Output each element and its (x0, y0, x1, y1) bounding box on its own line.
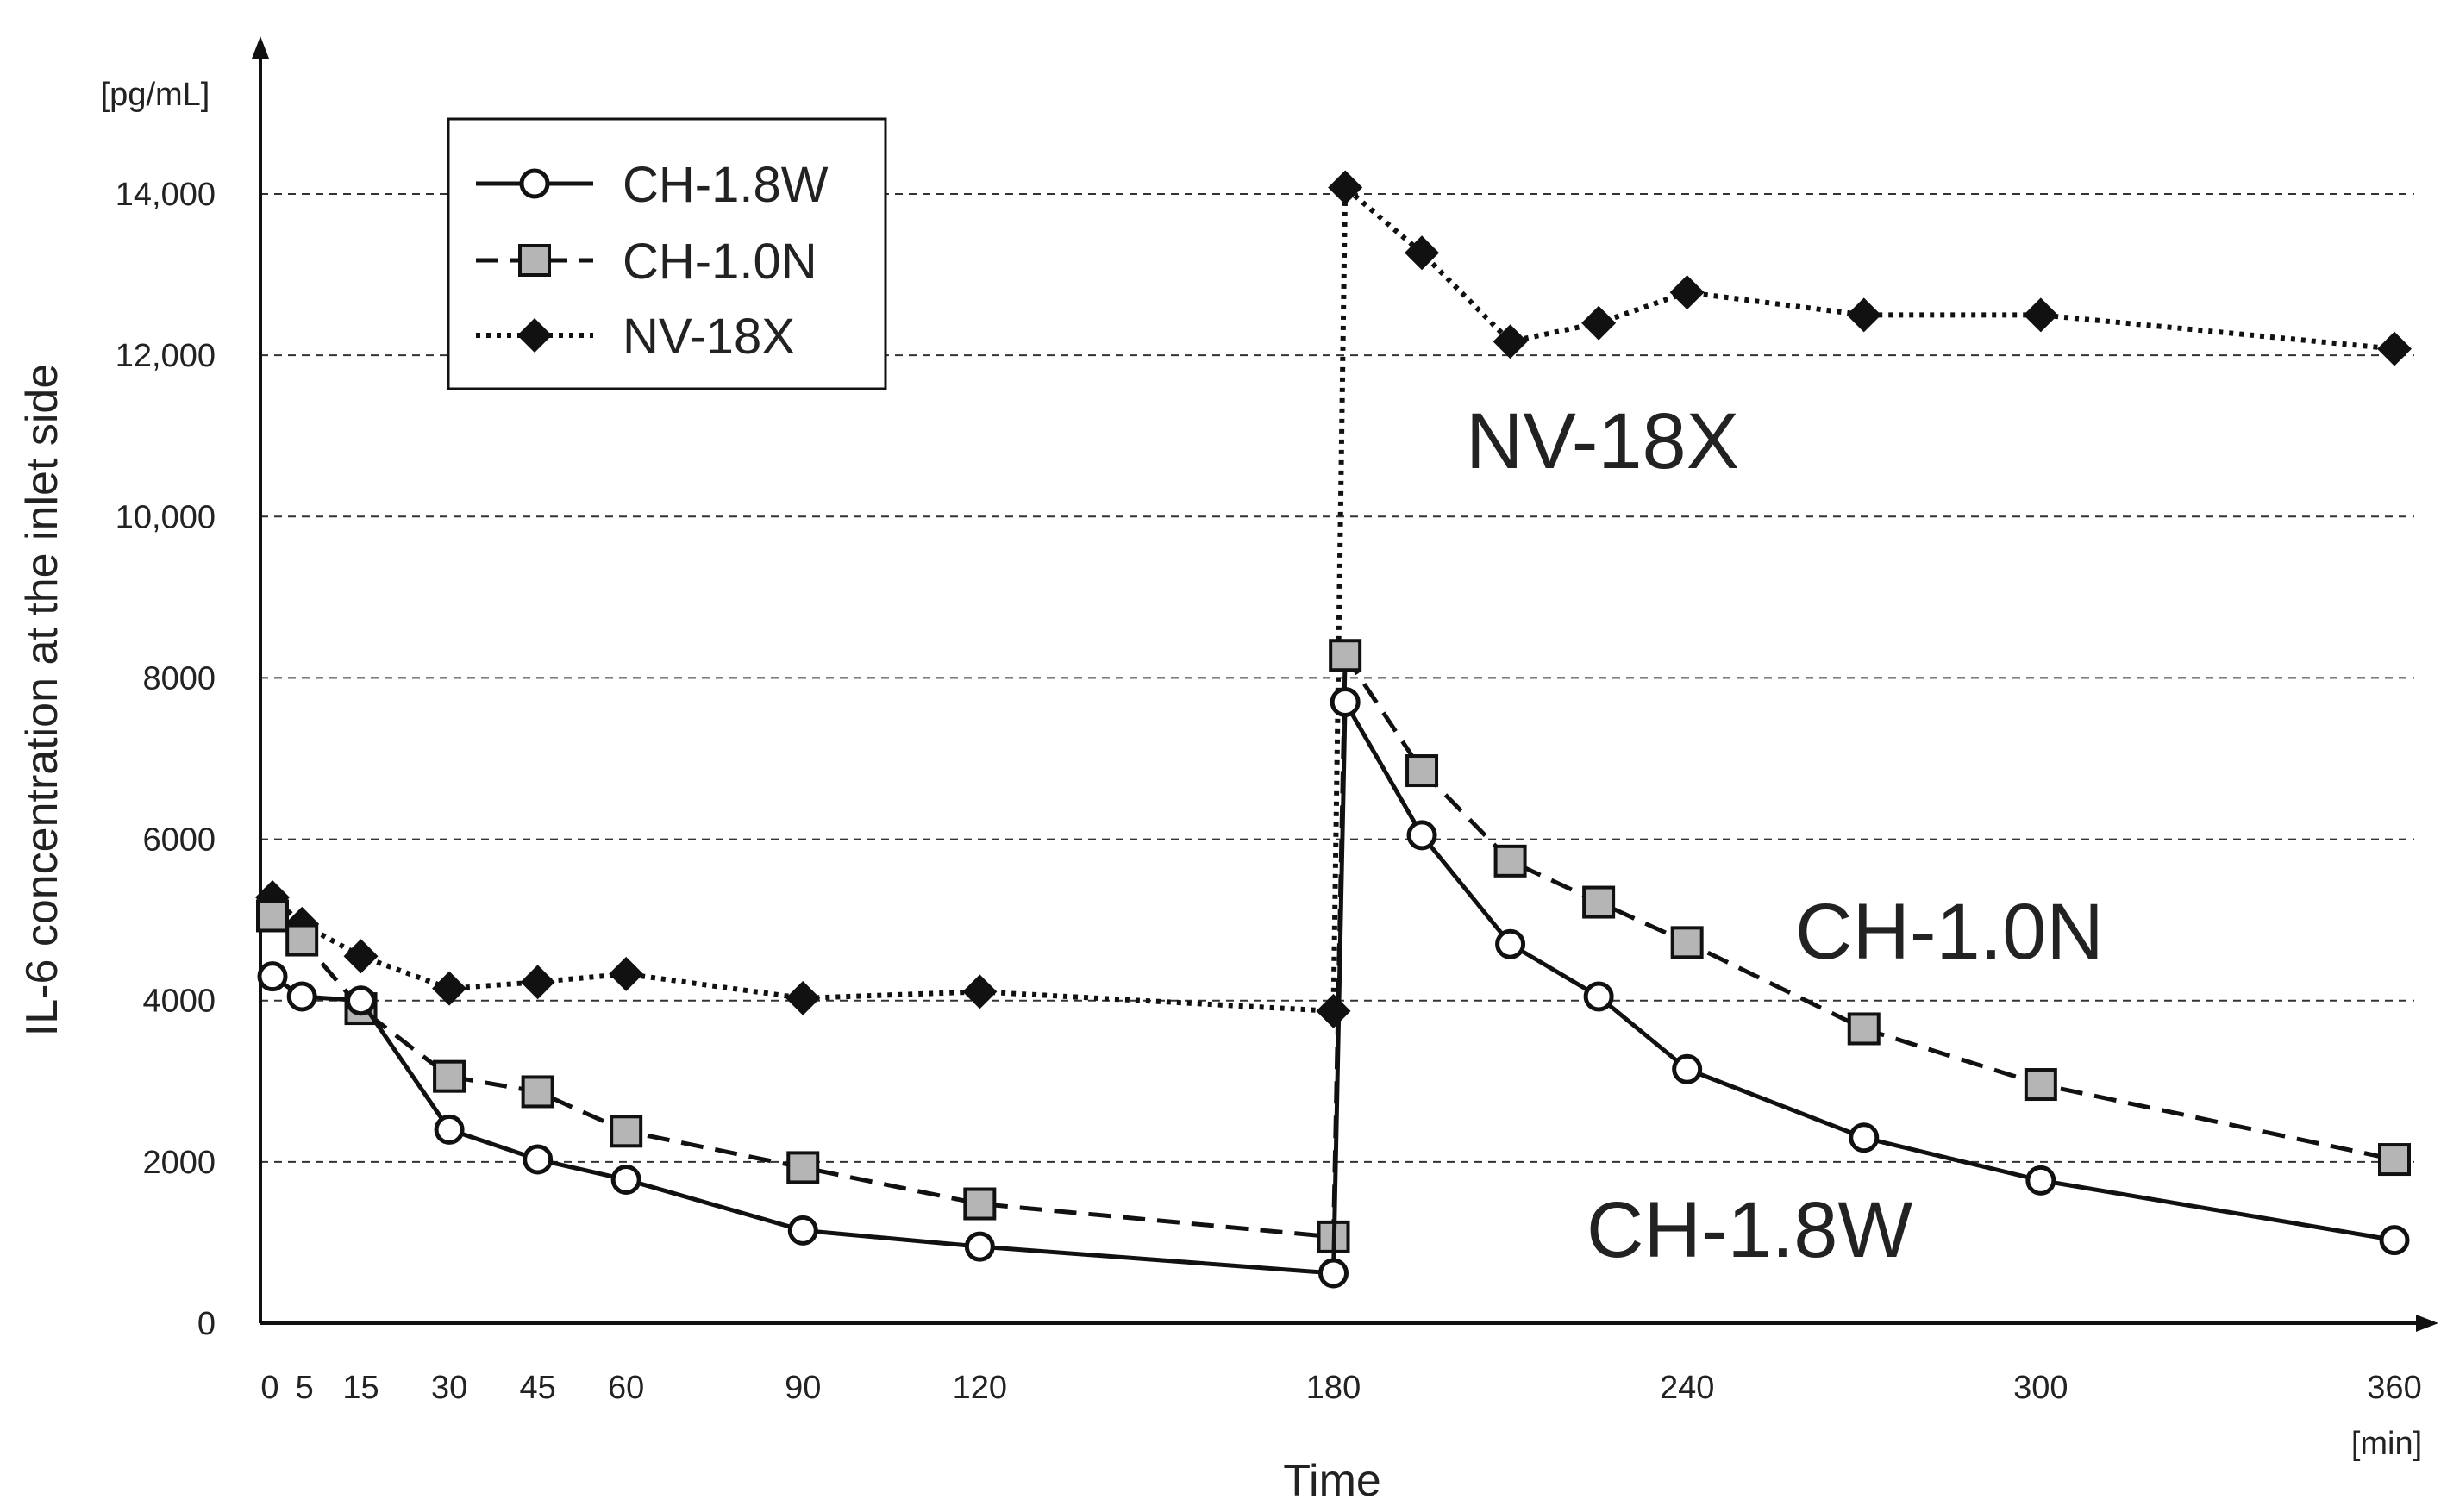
legend-marker-ch-1-0n (518, 244, 551, 277)
data-point-nv-18x (432, 971, 467, 1006)
data-point-nv-18x (343, 939, 379, 974)
data-point-ch-1-8w (964, 1231, 995, 1262)
y-axis-arrow (252, 36, 269, 59)
data-point-ch-1-0n (256, 899, 289, 933)
x-tick-label: 15 (342, 1370, 379, 1406)
data-point-nv-18x (785, 980, 821, 1015)
data-point-ch-1-0n (2378, 1143, 2411, 1177)
data-point-ch-1-0n (433, 1059, 466, 1093)
x-axis-title: Time (1283, 1456, 1381, 1506)
legend-marker-nv-18x (517, 318, 552, 353)
y-tick-label: 12,000 (116, 338, 216, 374)
y-tick-label: 8000 (142, 660, 216, 697)
x-unit-label: [min] (2351, 1426, 2422, 1462)
data-point-ch-1-8w (1406, 820, 1437, 851)
data-point-ch-1-8w (1583, 981, 1614, 1012)
x-tick-label: 300 (2013, 1370, 2068, 1406)
data-point-ch-1-8w (1318, 1258, 1349, 1289)
y-tick-label: 0 (197, 1306, 216, 1342)
data-point-ch-1-0n (1670, 926, 1704, 959)
x-tick-label: 45 (519, 1370, 555, 1406)
data-point-nv-18x (520, 965, 555, 1000)
x-tick-labels: 0 5 15 30 45 60 90 120 180 240 300 360 (260, 1370, 2421, 1406)
data-point-ch-1-8w (1330, 687, 1361, 717)
x-tick-label: 120 (953, 1370, 1007, 1406)
data-point-ch-1-8w (346, 985, 377, 1016)
data-point-ch-1-8w (2379, 1225, 2410, 1256)
series-line-ch-1-8w (271, 700, 2395, 1276)
x-tick-label: 30 (431, 1370, 467, 1406)
data-point-nv-18x (1328, 170, 1363, 205)
data-point-ch-1-0n (1405, 754, 1439, 788)
legend: CH-1.8W CH-1.0N NV-18X (447, 117, 887, 390)
data-point-nv-18x (1493, 324, 1528, 359)
data-point-ch-1-8w (434, 1114, 465, 1145)
y-tick-label: 6000 (142, 822, 216, 859)
x-tick-label: 5 (296, 1370, 314, 1406)
x-tick-label: 360 (2367, 1370, 2421, 1406)
data-point-nv-18x (1581, 305, 1617, 341)
y-tick-label: 2000 (142, 1145, 216, 1181)
data-point-ch-1-0n (1493, 844, 1527, 878)
data-point-ch-1-0n (963, 1187, 997, 1221)
y-tick-label: 10,000 (116, 499, 216, 535)
y-unit-label: [pg/mL] (101, 77, 210, 113)
y-axis-title: IL-6 concentration at the inlet side (17, 364, 67, 1036)
data-point-ch-1-0n (1582, 885, 1616, 919)
data-point-nv-18x (1405, 235, 1440, 271)
data-point-ch-1-8w (787, 1215, 818, 1246)
legend-label-ch-1-8w: CH-1.8W (623, 157, 829, 213)
x-axis-arrow (2416, 1315, 2438, 1332)
axes (252, 36, 2438, 1332)
x-tick-label: 0 (260, 1370, 278, 1406)
series-layer (255, 170, 2412, 1289)
data-point-ch-1-0n (1847, 1012, 1881, 1046)
data-point-nv-18x (2023, 297, 2058, 333)
y-tick-labels: 0 2000 4000 6000 8000 10,000 12,000 14,000 (116, 177, 216, 1342)
data-point-ch-1-0n (786, 1151, 820, 1184)
data-point-nv-18x (2377, 331, 2412, 366)
data-point-ch-1-0n (610, 1115, 643, 1148)
data-point-ch-1-8w (1495, 928, 1526, 959)
data-point-ch-1-8w (523, 1144, 554, 1175)
data-point-ch-1-0n (1329, 639, 1362, 672)
x-tick-label: 90 (785, 1370, 821, 1406)
data-point-ch-1-8w (1672, 1053, 1703, 1084)
legend-label-ch-1-0n: CH-1.0N (623, 234, 817, 290)
data-point-ch-1-8w (2025, 1165, 2056, 1196)
data-point-ch-1-8w (257, 961, 288, 992)
data-point-ch-1-0n (521, 1075, 554, 1109)
data-point-ch-1-0n (285, 923, 319, 957)
data-point-nv-18x (962, 974, 998, 1009)
data-point-ch-1-8w (1849, 1122, 1880, 1153)
data-point-ch-1-8w (610, 1164, 641, 1195)
data-point-nv-18x (609, 956, 644, 991)
x-tick-label: 60 (608, 1370, 644, 1406)
data-point-ch-1-0n (2024, 1068, 2057, 1102)
data-point-nv-18x (1846, 297, 1881, 333)
y-tick-label: 14,000 (116, 177, 216, 213)
data-point-nv-18x (1316, 993, 1351, 1028)
annotation-ch-1-8w: CH-1.8W (1586, 1186, 1912, 1274)
series-ch-1-8w (257, 687, 2410, 1289)
y-tick-label: 4000 (142, 984, 216, 1020)
x-tick-label: 180 (1306, 1370, 1361, 1406)
legend-marker-ch-1-8w (519, 168, 550, 199)
x-tick-label: 240 (1660, 1370, 1714, 1406)
annotation-ch-1-0n: CH-1.0N (1795, 888, 2104, 976)
annotation-nv-18x: NV-18X (1466, 397, 1739, 485)
legend-label-nv-18x: NV-18X (623, 309, 795, 365)
data-point-ch-1-8w (286, 981, 317, 1012)
data-point-nv-18x (1669, 275, 1705, 310)
